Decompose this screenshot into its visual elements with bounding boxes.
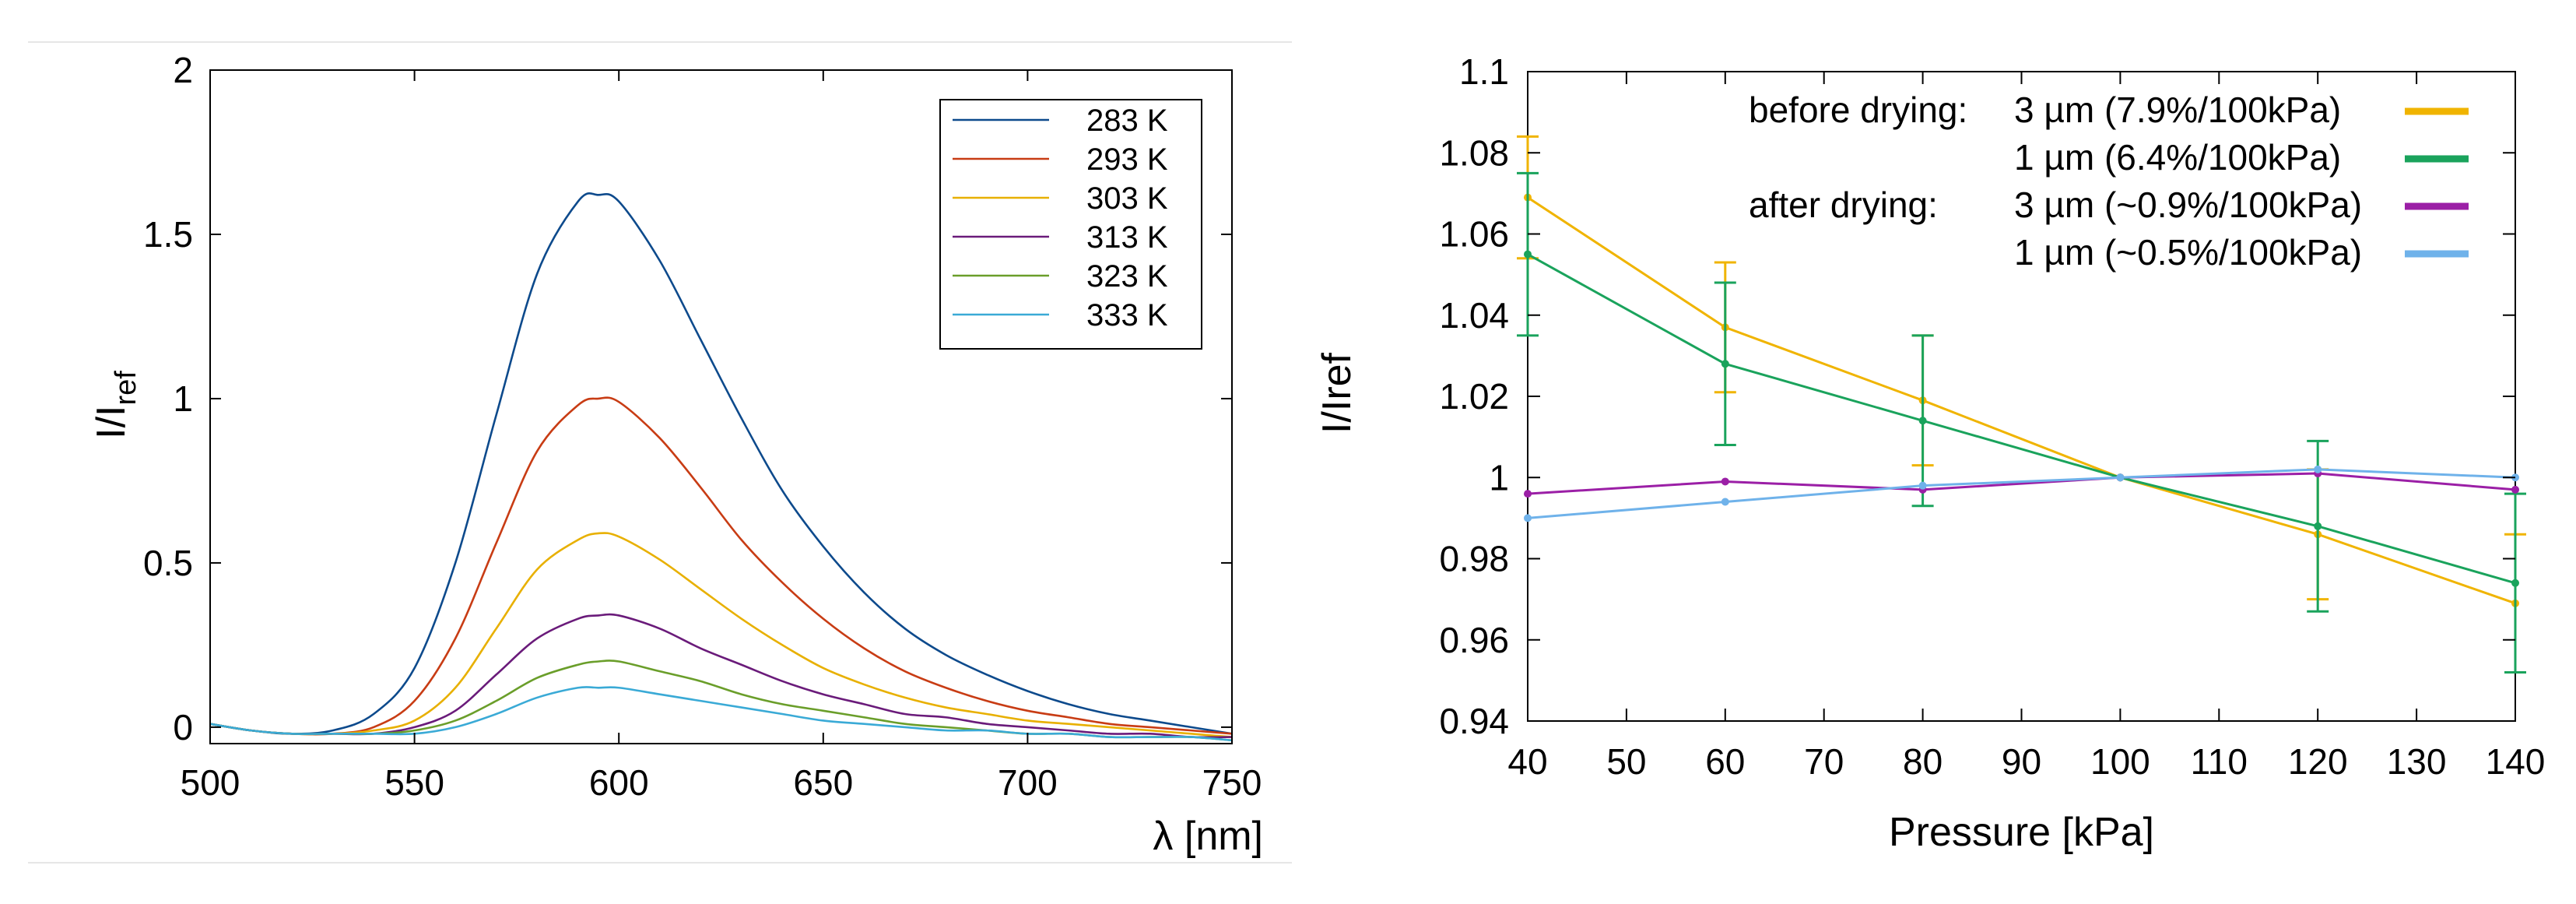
pressure-x-tick-label: 90 bbox=[2002, 741, 2041, 782]
pressure-series-line-1-m-6-4-100kpa bbox=[1527, 253, 2516, 585]
pressure-data-point-1-m-6-4-100kpa bbox=[1721, 360, 1729, 368]
spectrum-legend-label-313-k: 313 K bbox=[1086, 220, 1168, 255]
pressure-x-tick-label: 40 bbox=[1507, 741, 1547, 782]
pressure-x-ticks: 40 50 60 70 80 90 100 110 120 130 140 bbox=[1507, 72, 2545, 782]
pressure-y-tick-label: 1.1 bbox=[1459, 51, 1509, 92]
spectrum-chart: 500 550 600 650 700 750 0 0.5 1 1.5 2 λ [nm] I/Ir… bbox=[89, 50, 1263, 859]
pressure-data-point-3-m-0-9-100kpa bbox=[2511, 485, 2519, 494]
spectrum-series-line-283-k bbox=[209, 192, 1233, 735]
pressure-y-ticks: 0.94 0.96 0.98 1 1.02 1.04 1.06 1.08 1.1 bbox=[1439, 51, 2515, 741]
pressure-x-tick-label: 110 bbox=[2191, 741, 2248, 782]
pressure-data-point-3-m-0-9-100kpa bbox=[1524, 490, 1532, 498]
spectrum-x-ticks: 500 550 600 650 700 750 bbox=[181, 70, 1262, 803]
pressure-series-line-1-m-0-5-100kpa bbox=[1527, 468, 2516, 519]
spectrum-x-axis-label: λ [nm] bbox=[1153, 814, 1263, 859]
spectrum-y-tick-label: 2 bbox=[173, 50, 193, 90]
pressure-y-tick-label: 1.02 bbox=[1439, 376, 1509, 417]
pressure-x-tick-label: 120 bbox=[2288, 741, 2348, 782]
pressure-data-point-1-m-0-5-100kpa bbox=[1721, 498, 1729, 506]
spectrum-series-line-293-k bbox=[209, 396, 1233, 736]
pressure-legend-group-after-drying: after drying: bbox=[1749, 185, 1938, 225]
spectrum-legend-box bbox=[939, 99, 1202, 350]
pressure-y-axis-label: I/Iref bbox=[1314, 352, 1360, 434]
pressure-legend-label-3-m-7-9-100kpa: 3 µm (7.9%/100kPa) bbox=[2014, 90, 2341, 130]
pressure-legend: before drying: 3 µm (7.9%/100kPa) 1 µm (6.… bbox=[1749, 90, 2469, 273]
spectrum-y-axis-label-main: I/I bbox=[89, 406, 134, 439]
pressure-legend-label-3-m-0-9-100kpa: 3 µm (~0.9%/100kPa) bbox=[2014, 185, 2362, 225]
pressure-y-tick-label: 1 bbox=[1489, 457, 1509, 498]
spectrum-y-axis-label: I/Iref bbox=[89, 371, 142, 439]
spectrum-legend: 283 K 293 K 303 K 313 K 323 K 333 K bbox=[939, 99, 1202, 350]
spectrum-y-tick-label: 0.5 bbox=[143, 543, 193, 583]
pressure-x-tick-label: 70 bbox=[1804, 741, 1844, 782]
pressure-legend-label-1-m-0-5-100kpa: 1 µm (~0.5%/100kPa) bbox=[2014, 232, 2362, 273]
pressure-data-point-1-m-6-4-100kpa bbox=[2511, 579, 2519, 587]
pressure-y-tick-label: 0.94 bbox=[1439, 701, 1509, 741]
spectrum-y-tick-label: 0 bbox=[173, 707, 193, 747]
pressure-y-tick-label: 1.04 bbox=[1439, 295, 1509, 336]
spectrum-x-tick-label: 650 bbox=[793, 762, 853, 803]
pressure-x-tick-label: 130 bbox=[2387, 741, 2447, 782]
pressure-legend-label-1-m-6-4-100kpa: 1 µm (6.4%/100kPa) bbox=[2014, 137, 2341, 178]
pressure-series-line-3-m-7-9-100kpa bbox=[1527, 196, 2516, 605]
pressure-data-point-1-m-6-4-100kpa bbox=[2314, 522, 2322, 530]
spectrum-legend-label-293-k: 293 K bbox=[1086, 142, 1168, 177]
pressure-x-tick-label: 100 bbox=[2090, 741, 2150, 782]
pressure-data-point-3-m-0-9-100kpa bbox=[1721, 477, 1729, 486]
spectrum-series-line-303-k bbox=[209, 532, 1233, 738]
spectrum-y-ticks: 0 0.5 1 1.5 2 bbox=[143, 50, 1232, 747]
pressure-data-point-1-m-6-4-100kpa bbox=[1524, 250, 1532, 259]
spectrum-x-tick-label: 750 bbox=[1202, 762, 1262, 803]
spectrum-axes-frame bbox=[209, 69, 1233, 744]
spectrum-plot-area bbox=[209, 192, 1233, 742]
pressure-series-line-3-m-0-9-100kpa bbox=[1527, 472, 2516, 495]
pressure-data-point-1-m-0-5-100kpa bbox=[2314, 465, 2322, 473]
pressure-data-point-1-m-0-5-100kpa bbox=[2116, 473, 2125, 482]
pressure-y-tick-label: 1.08 bbox=[1439, 132, 1509, 173]
spectrum-legend-label-283-k: 283 K bbox=[1086, 104, 1168, 138]
pressure-y-tick-label: 0.98 bbox=[1439, 539, 1509, 579]
pressure-x-tick-label: 60 bbox=[1705, 741, 1745, 782]
spectrum-x-tick-label: 550 bbox=[384, 762, 444, 803]
spectrum-series-line-333-k bbox=[209, 686, 1233, 742]
spectrum-y-axis-label-sub: ref bbox=[110, 371, 142, 406]
spectrum-legend-label-323-k: 323 K bbox=[1086, 259, 1168, 294]
pressure-chart: 40 50 60 70 80 90 100 110 120 130 140 0.94 0.96 0.98… bbox=[1314, 51, 2545, 855]
spectrum-legend-label-333-k: 333 K bbox=[1086, 298, 1168, 332]
pressure-x-tick-label: 50 bbox=[1606, 741, 1646, 782]
spectrum-x-tick-label: 500 bbox=[181, 762, 240, 803]
pressure-x-tick-label: 140 bbox=[2486, 741, 2546, 782]
spectrum-series-line-323-k bbox=[209, 660, 1233, 742]
pressure-y-tick-label: 0.96 bbox=[1439, 620, 1509, 660]
pressure-legend-group-before-drying: before drying: bbox=[1749, 90, 1967, 130]
pressure-data-point-1-m-6-4-100kpa bbox=[1918, 417, 1927, 425]
pressure-data-point-1-m-0-5-100kpa bbox=[1918, 481, 1927, 490]
pressure-x-axis-label: Pressure [kPa] bbox=[1889, 810, 2154, 855]
pressure-data-point-1-m-0-5-100kpa bbox=[1524, 514, 1532, 522]
pressure-y-tick-label: 1.06 bbox=[1439, 214, 1509, 255]
spectrum-y-tick-label: 1 bbox=[173, 378, 193, 419]
pressure-x-tick-label: 80 bbox=[1903, 741, 1943, 782]
spectrum-legend-label-303-k: 303 K bbox=[1086, 181, 1168, 216]
spectrum-y-tick-label: 1.5 bbox=[143, 214, 193, 255]
spectrum-x-tick-label: 700 bbox=[998, 762, 1058, 803]
spectrum-x-tick-label: 600 bbox=[589, 762, 649, 803]
